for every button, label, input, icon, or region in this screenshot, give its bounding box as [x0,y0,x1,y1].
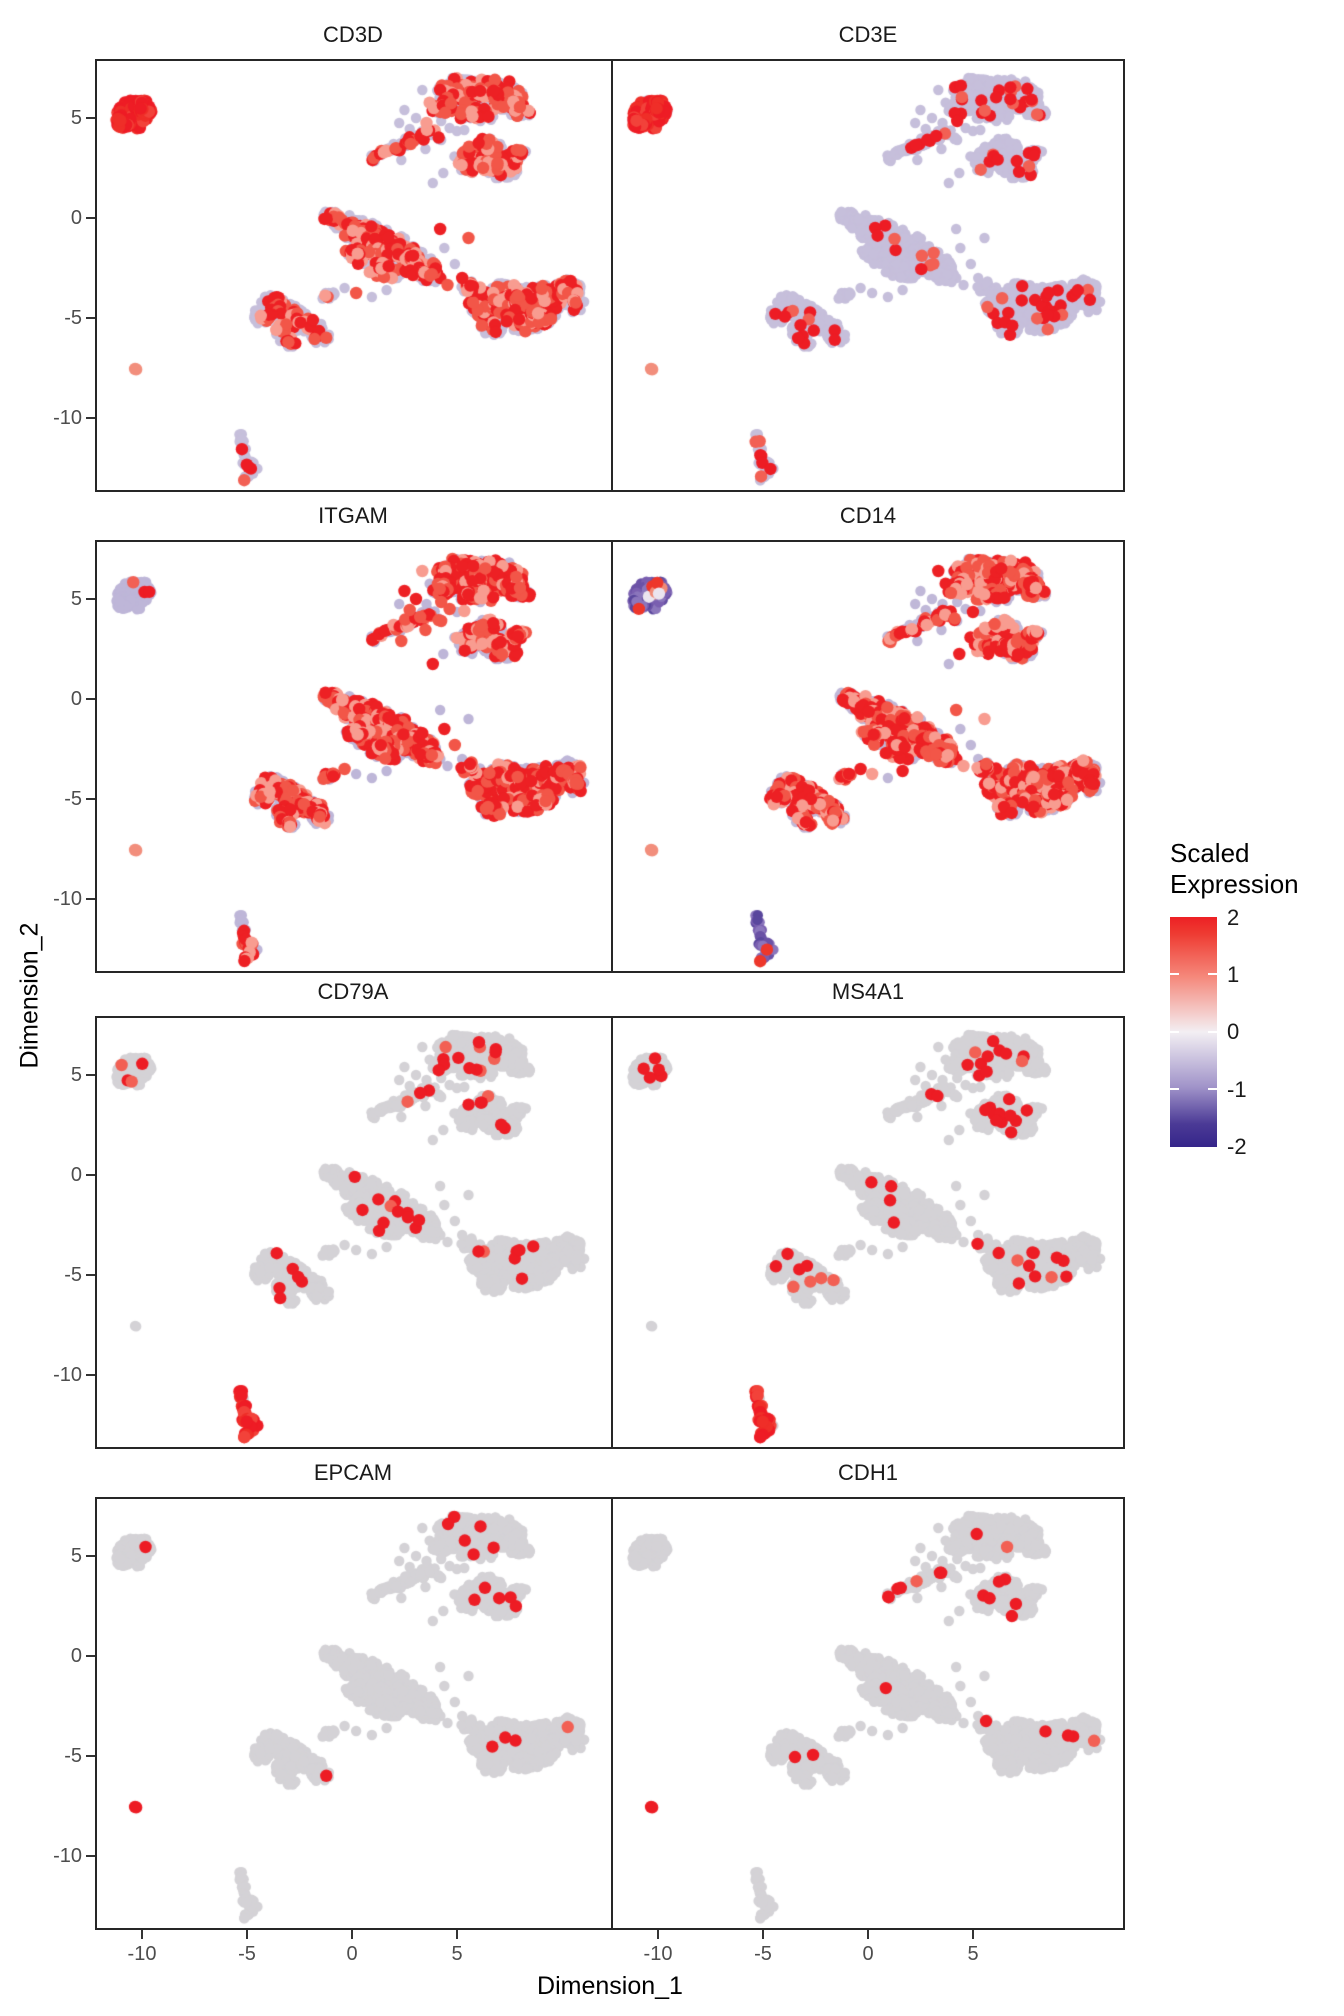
y-tick-label: 5 [70,588,82,610]
panel-divider [611,1018,613,1447]
panel-plot-cd79a [97,1018,611,1447]
y-tick-label: -5 [64,307,82,329]
y-tick-label: -10 [53,888,82,910]
y-tick-mark [86,217,95,219]
y-tick-mark [86,1374,95,1376]
y-tick-mark [86,1174,95,1176]
x-tick-mark [351,1930,353,1939]
legend-dash [1208,1088,1217,1090]
x-tick-mark [246,1930,248,1939]
panel-title-itgam: ITGAM [318,503,388,528]
y-axis-title: Dimension_2 [15,922,44,1069]
legend-title: Scaled Expression [1170,838,1299,900]
y-tick-label: -5 [64,1264,82,1286]
legend-title-line2: Expression [1170,869,1299,899]
panel-title-ms4a1: MS4A1 [831,979,905,1004]
legend-tick-n1: -1 [1227,1077,1247,1102]
y-tick-label: 0 [70,1164,82,1186]
panel-plot-cd3e [613,61,1123,490]
panel-plot-cdh1 [613,1499,1123,1928]
legend-colorbar [1170,917,1217,1147]
panel-title-cdh1: CDH1 [838,1460,898,1485]
panel-plot-cd14 [613,542,1123,971]
legend-dash [1170,1088,1179,1090]
panel-divider [611,1499,613,1928]
y-tick-label: 5 [70,1545,82,1567]
x-axis-title: Dimension_1 [537,1972,683,2000]
y-tick-label: -5 [64,1745,82,1767]
legend-tick-0: 0 [1227,1019,1240,1044]
x-tick-label: -10 [643,1943,673,1965]
x-tick-mark [762,1930,764,1939]
panel-title-cd79a: CD79A [317,979,389,1004]
y-tick-mark [86,417,95,419]
x-tick-label: 0 [862,1943,874,1965]
y-tick-mark [86,1855,95,1857]
facet-row-2 [95,540,1125,973]
y-tick-label: -5 [64,788,82,810]
y-tick-mark [86,117,95,119]
panel-title-cd3e: CD3E [838,22,898,47]
panel-divider [611,542,613,971]
y-tick-mark [86,1555,95,1557]
legend-tick-1: 1 [1227,962,1240,987]
panel-divider [611,61,613,490]
y-tick-label: 5 [70,1064,82,1086]
panel-plot-cd3d [97,61,611,490]
y-tick-label: 0 [70,688,82,710]
y-tick-label: -10 [53,407,82,429]
panel-title-epcam: EPCAM [313,1460,393,1485]
y-tick-label: 0 [70,1645,82,1667]
legend-title-line1: Scaled [1170,838,1250,868]
legend-dash [1170,1031,1179,1033]
panel-title-cd14: CD14 [839,503,897,528]
y-tick-mark [86,898,95,900]
y-tick-mark [86,798,95,800]
legend-dash [1170,973,1179,975]
x-tick-label: -5 [238,1943,256,1965]
y-tick-label: 5 [70,107,82,129]
panel-plot-ms4a1 [613,1018,1123,1447]
legend-tick-2: 2 [1227,905,1240,930]
panel-plot-epcam [97,1499,611,1928]
facet-row-1 [95,59,1125,492]
y-tick-mark [86,1755,95,1757]
y-tick-mark [86,1074,95,1076]
legend-dash [1208,973,1217,975]
y-tick-mark [86,598,95,600]
y-tick-mark [86,1655,95,1657]
y-tick-label: -10 [53,1364,82,1386]
x-tick-label: 0 [346,1943,358,1965]
y-tick-mark [86,1274,95,1276]
y-tick-mark [86,698,95,700]
panel-title-cd3d: CD3D [323,22,383,47]
y-tick-label: -10 [53,1845,82,1867]
panel-plot-itgam [97,542,611,971]
x-tick-label: -5 [754,1943,772,1965]
x-tick-label: -10 [127,1943,157,1965]
x-tick-mark [867,1930,869,1939]
x-tick-mark [141,1930,143,1939]
y-tick-label: 0 [70,207,82,229]
facet-row-3 [95,1016,1125,1449]
y-tick-mark [86,317,95,319]
facet-row-4 [95,1497,1125,1930]
x-tick-mark [657,1930,659,1939]
legend-dash [1208,1031,1217,1033]
x-tick-mark [456,1930,458,1939]
x-tick-mark [972,1930,974,1939]
legend-tick-n2: -2 [1227,1134,1247,1159]
x-tick-label: 5 [451,1943,463,1965]
x-tick-label: 5 [967,1943,979,1965]
